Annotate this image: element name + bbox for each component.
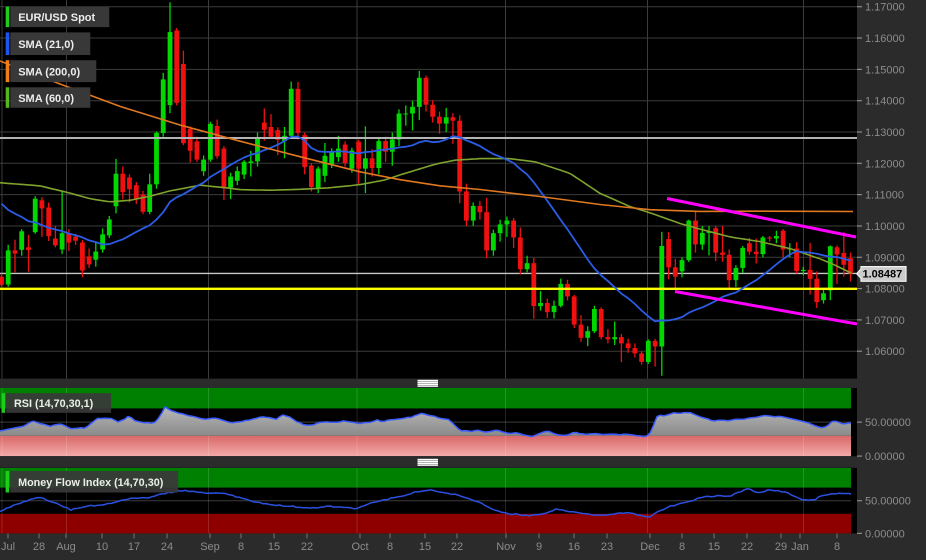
svg-text:1.12000: 1.12000: [865, 158, 905, 170]
svg-text:8: 8: [238, 541, 244, 553]
svg-text:29: 29: [775, 541, 787, 553]
svg-text:Aug: Aug: [56, 541, 76, 553]
svg-text:1.14000: 1.14000: [865, 96, 905, 108]
svg-text:Nov: Nov: [496, 541, 516, 553]
svg-text:16: 16: [568, 541, 580, 553]
svg-text:1.17000: 1.17000: [865, 2, 905, 14]
svg-text:Jan: Jan: [791, 541, 809, 553]
svg-text:1.06000: 1.06000: [865, 346, 905, 358]
svg-text:1.15000: 1.15000: [865, 64, 905, 76]
svg-text:9: 9: [536, 541, 542, 553]
svg-text:1.08000: 1.08000: [865, 284, 905, 296]
svg-text:SMA (60,0): SMA (60,0): [18, 93, 74, 105]
svg-text:1.09000: 1.09000: [865, 252, 905, 264]
svg-text:15: 15: [708, 541, 720, 553]
svg-text:0.00000: 0.00000: [865, 528, 905, 540]
svg-text:Sep: Sep: [200, 541, 220, 553]
svg-text:50.00000: 50.00000: [865, 496, 911, 508]
svg-text:1.07000: 1.07000: [865, 315, 905, 327]
svg-text:24: 24: [161, 541, 173, 553]
svg-text:8: 8: [834, 541, 840, 553]
svg-text:22: 22: [301, 541, 313, 553]
svg-text:22: 22: [451, 541, 463, 553]
svg-text:Jul: Jul: [1, 541, 15, 553]
svg-text:8: 8: [387, 541, 393, 553]
svg-text:0.00000: 0.00000: [865, 451, 905, 463]
svg-text:28: 28: [33, 541, 45, 553]
svg-text:SMA (21,0): SMA (21,0): [18, 39, 74, 51]
svg-text:EUR/USD Spot: EUR/USD Spot: [18, 12, 95, 24]
svg-text:17: 17: [128, 541, 140, 553]
svg-text:23: 23: [601, 541, 613, 553]
svg-text:SMA (200,0): SMA (200,0): [18, 66, 80, 78]
svg-text:15: 15: [268, 541, 280, 553]
svg-text:1.16000: 1.16000: [865, 33, 905, 45]
svg-text:10: 10: [96, 541, 108, 553]
svg-text:15: 15: [419, 541, 431, 553]
svg-text:1.13000: 1.13000: [865, 127, 905, 139]
svg-text:1.10000: 1.10000: [865, 221, 905, 233]
svg-text:Dec: Dec: [640, 541, 660, 553]
svg-text:1.08487: 1.08487: [863, 269, 903, 281]
svg-text:8: 8: [679, 541, 685, 553]
svg-text:50.00000: 50.00000: [865, 417, 911, 429]
svg-text:22: 22: [741, 541, 753, 553]
svg-text:1.11000: 1.11000: [865, 190, 904, 202]
svg-text:Oct: Oct: [351, 541, 368, 553]
svg-text:RSI (14,70,30,1): RSI (14,70,30,1): [14, 398, 94, 410]
svg-text:Money Flow Index (14,70,30): Money Flow Index (14,70,30): [18, 477, 164, 489]
